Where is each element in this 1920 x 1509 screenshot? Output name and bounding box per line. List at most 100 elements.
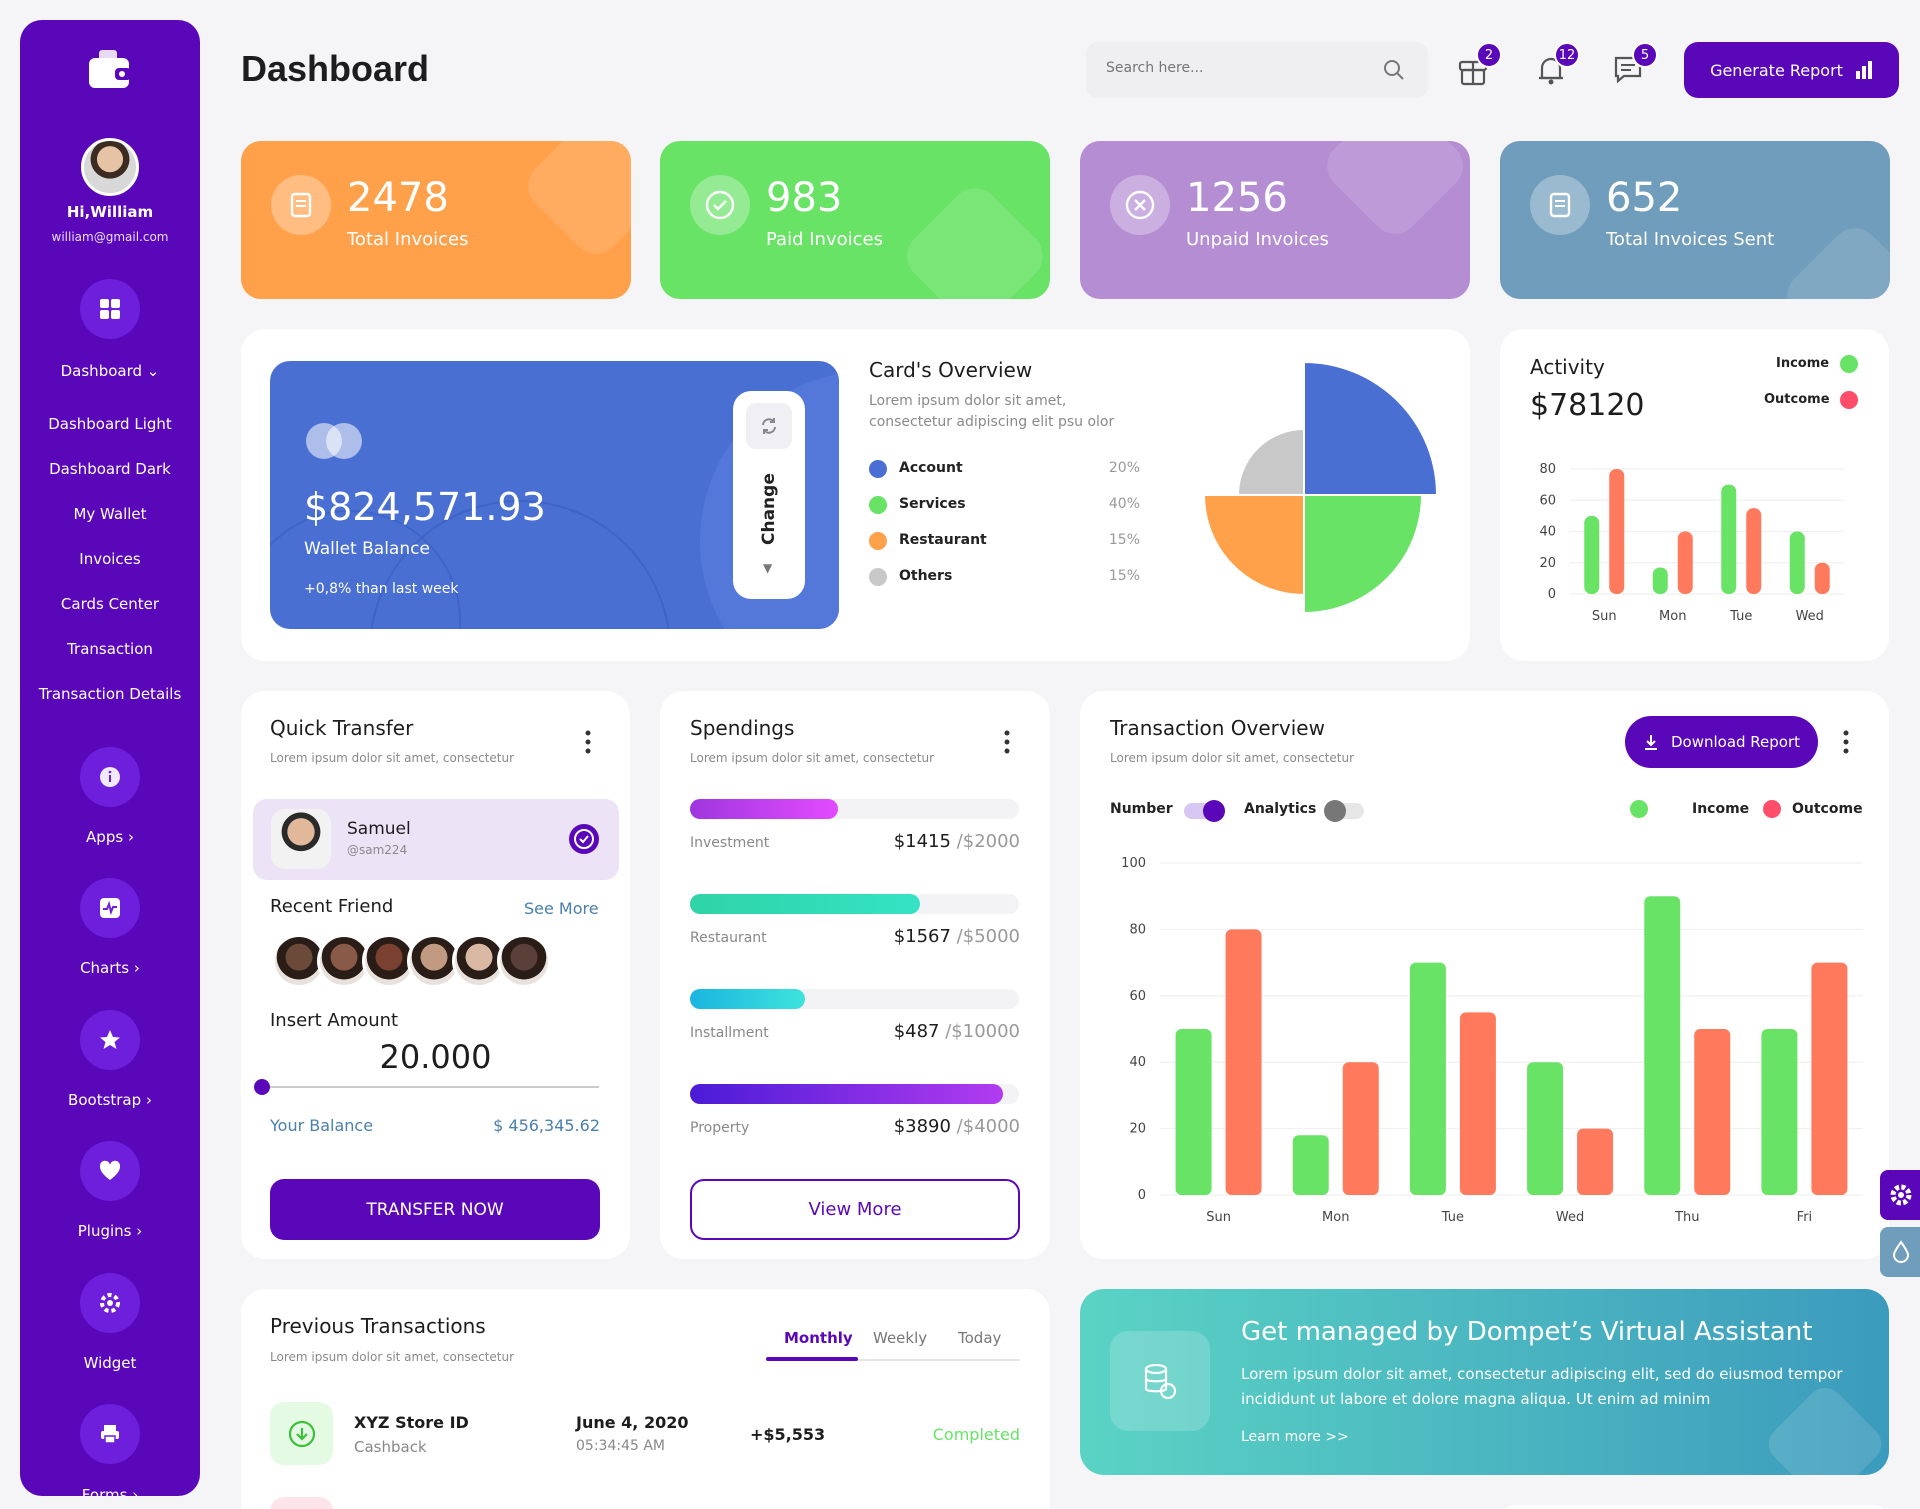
bar-income-wed <box>1527 1062 1564 1195</box>
more-vertical-icon[interactable] <box>1843 730 1849 754</box>
bell-badge: 12 <box>1554 42 1580 68</box>
bar-outcome-thu <box>1694 1029 1731 1195</box>
heart-icon[interactable] <box>80 1141 140 1201</box>
stat-card-unpaid-invoices[interactable]: 1256 Unpaid Invoices <box>1080 141 1470 299</box>
search-bar[interactable] <box>1086 42 1428 98</box>
cards-overview-title: Card's Overview <box>869 358 1033 382</box>
transaction-time: 05:34:45 AM <box>576 1438 665 1454</box>
chevron-down-icon: ⌄ <box>146 362 160 380</box>
legend-label: Services <box>899 496 966 512</box>
tab-monthly[interactable]: Monthly <box>784 1329 853 1347</box>
generate-report-button[interactable]: Generate Report <box>1684 42 1899 98</box>
card-decoration <box>1777 218 1890 299</box>
pulse-icon[interactable] <box>80 878 140 938</box>
star-icon[interactable] <box>80 1010 140 1070</box>
search-input[interactable] <box>1106 60 1366 76</box>
sidebar-subitem[interactable]: Cards Center <box>60 595 160 613</box>
stat-card-paid-invoices[interactable]: 983 Paid Invoices <box>660 141 1050 299</box>
more-vertical-icon[interactable] <box>1004 730 1010 754</box>
sidebar-subitem[interactable]: Invoices <box>79 550 141 568</box>
theme-drop-button[interactable] <box>1880 1227 1920 1277</box>
number-toggle[interactable] <box>1184 800 1225 822</box>
progress-track <box>690 799 1019 819</box>
spending-amount: $1415 <box>893 831 951 852</box>
toggle-knob <box>1324 800 1346 822</box>
user-email: william@gmail.com <box>51 230 169 244</box>
outcome-legend-dot <box>1763 800 1781 818</box>
progress-track <box>690 894 1019 914</box>
sidebar-item-label: Charts <box>80 959 130 977</box>
wallet-card[interactable]: $824,571.93 Wallet Balance +0,8% than la… <box>270 361 839 629</box>
transaction-type: Cashback <box>354 1438 427 1456</box>
spending-amount: $487 <box>893 1021 940 1042</box>
see-more-link[interactable]: See More <box>524 899 599 918</box>
banner-text: incididunt ut labore et dolore magna ali… <box>1241 1390 1711 1408</box>
amount-slider-track[interactable] <box>262 1086 599 1088</box>
avatar[interactable] <box>81 138 139 196</box>
sidebar-subitem[interactable]: Transaction Details <box>38 685 182 703</box>
friend-avatar[interactable] <box>497 934 551 988</box>
sidebar-subitem[interactable]: Dashboard Light <box>48 415 172 433</box>
tab-weekly[interactable]: Weekly <box>873 1329 928 1347</box>
x-tick-label: Sun <box>1206 1210 1231 1225</box>
transfer-now-button[interactable]: TRANSFER NOW <box>270 1179 600 1240</box>
outcome-legend-label: Outcome <box>1792 801 1863 817</box>
selected-contact[interactable]: Samuel @sam224 <box>253 799 619 880</box>
transaction-amount: +$5,553 <box>750 1425 826 1444</box>
learn-more-link[interactable]: Learn more >> <box>1241 1429 1349 1445</box>
sidebar-item-dashboard[interactable]: Dashboard ⌄ <box>20 362 200 380</box>
refresh-icon[interactable] <box>746 403 792 449</box>
sidebar-item-forms[interactable]: Forms › <box>20 1486 200 1496</box>
x-tick-label: Tue <box>1729 609 1752 624</box>
settings-gear-button[interactable] <box>1880 1170 1920 1220</box>
change-card-button[interactable]: Change ▼ <box>733 391 805 599</box>
dashboard-grid-icon[interactable] <box>80 279 140 339</box>
chat-icon[interactable]: 5 <box>1610 42 1658 96</box>
pie-slice-account <box>1303 360 1439 496</box>
download-report-button[interactable]: Download Report <box>1625 716 1818 768</box>
x-tick-label: Mon <box>1322 1210 1349 1225</box>
sidebar-item-charts[interactable]: Charts › <box>20 959 200 977</box>
income-legend-dot <box>1840 355 1858 373</box>
sidebar-item-plugins[interactable]: Plugins › <box>20 1222 200 1240</box>
progress-fill <box>690 1084 1003 1104</box>
sidebar-item-widget[interactable]: Widget <box>83 1354 137 1372</box>
sidebar-item-apps[interactable]: Apps › <box>20 828 200 846</box>
stat-card-invoices-sent[interactable]: 652 Total Invoices Sent <box>1500 141 1890 299</box>
settings-icon[interactable] <box>80 1273 140 1333</box>
pie-slice-services <box>1303 494 1424 615</box>
more-vertical-icon[interactable] <box>585 730 591 754</box>
tab-today[interactable]: Today <box>958 1329 1002 1347</box>
x-tick-label: Sun <box>1592 609 1617 624</box>
legend-dot <box>869 460 887 478</box>
bar-outcome-tue <box>1459 1012 1496 1195</box>
virtual-assistant-banner[interactable]: Get managed by Dompet’s Virtual Assistan… <box>1080 1289 1889 1475</box>
search-icon[interactable] <box>1382 58 1406 82</box>
legend-dot <box>869 496 887 514</box>
x-circle-icon <box>1110 175 1170 235</box>
legend-percent: 15% <box>1108 532 1140 548</box>
previous-transactions-desc: Lorem ipsum dolor sit amet, consectetur <box>270 1350 515 1364</box>
change-label: Change <box>759 473 779 545</box>
sidebar-subitem[interactable]: My Wallet <box>73 505 147 523</box>
sidebar-subitem[interactable]: Dashboard Dark <box>49 460 171 478</box>
y-tick-label: 80 <box>1129 922 1146 937</box>
bar-outcome-fri <box>1811 962 1848 1195</box>
spending-total: /$2000 <box>950 831 1020 852</box>
friend-avatar[interactable] <box>452 934 506 988</box>
amount-slider-handle[interactable] <box>254 1079 270 1095</box>
sidebar-item-bootstrap[interactable]: Bootstrap › <box>20 1091 200 1109</box>
printer-icon[interactable] <box>80 1404 140 1464</box>
info-icon[interactable] <box>80 747 140 807</box>
bell-icon[interactable]: 12 <box>1532 42 1580 96</box>
sidebar-subitem[interactable]: Transaction <box>67 640 153 658</box>
amount-value[interactable]: 20.000 <box>379 1038 492 1076</box>
bar-income-thu <box>1644 896 1681 1195</box>
view-more-button[interactable]: View More <box>690 1179 1020 1240</box>
analytics-toggle[interactable] <box>1324 800 1364 822</box>
gift-icon[interactable]: 2 <box>1454 42 1502 96</box>
bar-income-sun <box>1175 1029 1212 1195</box>
stat-card-total-invoices[interactable]: 2478 Total Invoices <box>241 141 631 299</box>
spending-name: Property <box>690 1120 750 1136</box>
chevron-right-icon: › <box>136 1222 143 1240</box>
